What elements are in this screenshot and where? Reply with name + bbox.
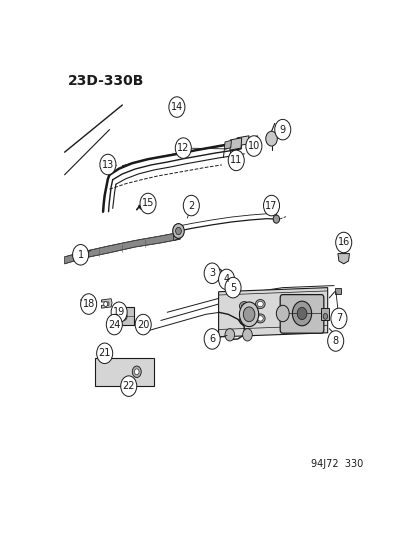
FancyBboxPatch shape xyxy=(114,306,134,325)
Circle shape xyxy=(104,302,107,306)
Circle shape xyxy=(239,302,258,327)
Polygon shape xyxy=(224,140,231,149)
Circle shape xyxy=(100,154,116,175)
Circle shape xyxy=(218,269,234,290)
Text: 12: 12 xyxy=(177,143,189,153)
Text: 3: 3 xyxy=(209,268,215,278)
Ellipse shape xyxy=(210,268,223,280)
Circle shape xyxy=(242,329,252,341)
Ellipse shape xyxy=(225,278,230,282)
Polygon shape xyxy=(229,138,241,150)
Text: 19: 19 xyxy=(113,307,125,317)
Polygon shape xyxy=(173,229,180,240)
Polygon shape xyxy=(101,298,112,308)
Circle shape xyxy=(276,305,288,322)
Text: 17: 17 xyxy=(265,200,277,211)
Circle shape xyxy=(101,350,107,357)
Circle shape xyxy=(265,131,277,146)
Text: 20: 20 xyxy=(137,320,149,329)
Circle shape xyxy=(111,302,127,322)
Circle shape xyxy=(323,313,327,319)
Circle shape xyxy=(175,138,191,158)
Text: 18: 18 xyxy=(82,299,95,309)
Text: 6: 6 xyxy=(209,334,215,344)
Ellipse shape xyxy=(255,314,264,323)
Circle shape xyxy=(172,224,184,238)
Text: 5: 5 xyxy=(229,282,235,293)
Text: 4: 4 xyxy=(223,274,229,285)
Circle shape xyxy=(245,136,261,156)
Circle shape xyxy=(330,308,346,329)
FancyBboxPatch shape xyxy=(280,295,323,333)
Circle shape xyxy=(335,232,351,253)
Circle shape xyxy=(72,245,88,265)
Text: 23D-330B: 23D-330B xyxy=(68,74,144,88)
Text: 16: 16 xyxy=(337,238,349,247)
Polygon shape xyxy=(64,232,180,264)
Ellipse shape xyxy=(213,271,220,277)
Circle shape xyxy=(175,227,181,235)
Circle shape xyxy=(273,215,279,223)
Circle shape xyxy=(327,330,343,351)
Ellipse shape xyxy=(239,302,249,311)
Text: 10: 10 xyxy=(247,141,259,151)
Text: 8: 8 xyxy=(332,336,338,346)
Ellipse shape xyxy=(241,318,247,323)
Circle shape xyxy=(134,369,139,375)
Text: 14: 14 xyxy=(170,102,183,112)
Text: 2: 2 xyxy=(188,200,194,211)
Circle shape xyxy=(121,312,127,320)
Text: 11: 11 xyxy=(230,156,242,165)
Circle shape xyxy=(228,150,244,171)
Ellipse shape xyxy=(239,316,249,325)
Bar xyxy=(320,308,328,320)
Circle shape xyxy=(297,308,306,320)
Circle shape xyxy=(274,119,290,140)
Polygon shape xyxy=(282,297,320,330)
Polygon shape xyxy=(337,254,349,264)
Text: 22: 22 xyxy=(122,381,135,391)
Circle shape xyxy=(81,294,96,314)
Text: 9: 9 xyxy=(279,125,285,135)
Circle shape xyxy=(204,329,220,349)
Circle shape xyxy=(263,195,279,216)
Ellipse shape xyxy=(225,282,236,293)
Text: 21: 21 xyxy=(98,348,111,358)
Text: 13: 13 xyxy=(102,159,114,169)
Polygon shape xyxy=(249,136,257,143)
Ellipse shape xyxy=(228,285,234,290)
Circle shape xyxy=(169,97,185,117)
Circle shape xyxy=(97,343,112,364)
Circle shape xyxy=(135,314,151,335)
Text: 94J72  330: 94J72 330 xyxy=(310,459,362,470)
Circle shape xyxy=(121,376,136,397)
Text: 1: 1 xyxy=(77,250,83,260)
Circle shape xyxy=(292,301,311,326)
Circle shape xyxy=(243,307,254,322)
Bar xyxy=(334,288,340,294)
Circle shape xyxy=(225,277,240,298)
Polygon shape xyxy=(218,288,327,337)
Ellipse shape xyxy=(257,301,263,306)
Polygon shape xyxy=(236,136,249,146)
Ellipse shape xyxy=(222,276,232,285)
Circle shape xyxy=(110,320,116,327)
Text: 24: 24 xyxy=(108,320,120,329)
Ellipse shape xyxy=(241,303,247,309)
FancyBboxPatch shape xyxy=(95,358,154,386)
Circle shape xyxy=(140,193,156,214)
Circle shape xyxy=(106,314,122,335)
Circle shape xyxy=(225,329,234,341)
Circle shape xyxy=(183,195,199,216)
Ellipse shape xyxy=(255,300,264,309)
Text: 7: 7 xyxy=(335,313,341,324)
Circle shape xyxy=(204,263,220,284)
Text: 15: 15 xyxy=(142,198,154,208)
Circle shape xyxy=(132,366,141,377)
Ellipse shape xyxy=(257,316,263,321)
